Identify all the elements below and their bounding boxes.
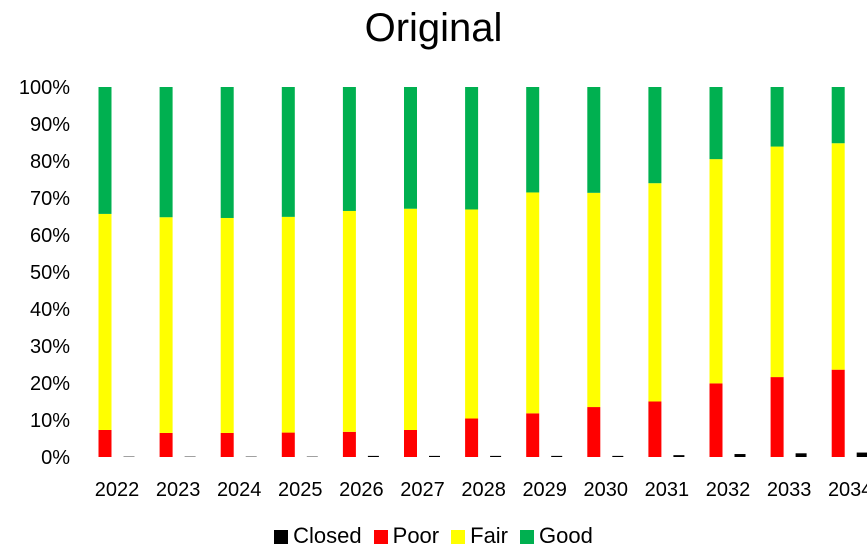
bar-closed-2034 <box>856 452 867 457</box>
bar-good-2033 <box>770 87 784 147</box>
bar-poor-2028 <box>465 418 479 457</box>
y-tick-label: 30% <box>30 336 70 358</box>
bar-poor-2024 <box>220 432 234 457</box>
chart-title: Original <box>364 6 503 50</box>
legend-swatch <box>520 530 535 544</box>
bar-closed-2029 <box>551 455 563 457</box>
bar-poor-2033 <box>770 377 784 457</box>
legend-label: Fair <box>470 523 509 548</box>
bar-good-2023 <box>159 87 173 218</box>
bar-fair-2027 <box>404 208 417 430</box>
bar-good-2027 <box>404 87 417 209</box>
bar-closed-2031 <box>673 455 685 457</box>
legend-label: Closed <box>293 523 362 548</box>
bar-poor-2025 <box>281 432 295 457</box>
bar-closed-2027 <box>429 455 440 457</box>
bar-fair-2029 <box>526 192 540 414</box>
bar-poor-2034 <box>831 369 845 457</box>
x-tick-label: 2025 <box>278 479 323 501</box>
bar-fair-2034 <box>831 143 845 370</box>
y-tick-label: 80% <box>30 151 70 173</box>
y-tick-label: 10% <box>30 410 70 432</box>
bar-good-2022 <box>98 87 112 214</box>
bars <box>98 87 867 457</box>
bar-good-2025 <box>281 87 295 217</box>
bar-good-2034 <box>831 87 845 144</box>
legend-item-closed: Closed <box>274 521 362 551</box>
bar-fair-2022 <box>98 213 112 430</box>
bar-good-2029 <box>526 87 540 193</box>
bar-closed-2028 <box>490 455 502 457</box>
bar-poor-2030 <box>587 407 601 457</box>
legend-swatch <box>274 530 289 544</box>
bar-poor-2031 <box>648 401 662 457</box>
y-tick-label: 20% <box>30 373 70 395</box>
y-tick-label: 60% <box>30 225 70 247</box>
bar-good-2026 <box>342 87 356 211</box>
x-tick-label: 2022 <box>95 479 140 501</box>
y-axis-tick-labels: 0% 10% 20% 30% 40% 50% 60% 70% 80% 90% 100% <box>19 77 70 469</box>
legend: Closed Poor Fair Good <box>0 521 867 551</box>
y-tick-label: 70% <box>30 188 70 210</box>
y-tick-label: 50% <box>30 262 70 284</box>
x-tick-label: 2034 <box>828 479 867 501</box>
legend-swatch <box>373 530 388 544</box>
x-tick-label: 2024 <box>217 479 262 501</box>
bar-closed-2032 <box>734 454 746 457</box>
bar-good-2024 <box>220 87 234 218</box>
x-axis-tick-labels: 2022 2023 2024 2025 2026 2027 2028 2029 2030 2031… <box>95 479 867 501</box>
bar-poor-2022 <box>98 429 112 457</box>
y-tick-label: 90% <box>30 114 70 136</box>
bar-good-2031 <box>648 87 662 184</box>
x-tick-label: 2023 <box>156 479 201 501</box>
bar-fair-2031 <box>648 183 662 402</box>
legend-item-fair: Fair <box>451 521 508 551</box>
legend-item-poor: Poor <box>373 521 440 551</box>
y-tick-label: 0% <box>41 447 70 469</box>
bar-fair-2026 <box>342 210 356 432</box>
x-tick-label: 2032 <box>706 479 751 501</box>
bar-poor-2029 <box>526 413 540 457</box>
x-tick-label: 2030 <box>584 479 629 501</box>
legend-label: Poor <box>392 523 440 548</box>
bar-poor-2026 <box>342 431 356 457</box>
bar-good-2032 <box>709 87 723 160</box>
bar-poor-2023 <box>159 432 173 457</box>
x-tick-label: 2028 <box>461 479 506 501</box>
x-tick-label: 2033 <box>767 479 812 501</box>
bar-poor-2032 <box>709 383 723 457</box>
bar-closed-2033 <box>795 453 807 457</box>
bar-good-2028 <box>465 87 479 210</box>
x-tick-label: 2026 <box>339 479 384 501</box>
bar-fair-2028 <box>465 209 479 419</box>
bar-poor-2027 <box>404 429 417 457</box>
bar-fair-2025 <box>281 216 295 433</box>
y-tick-label: 40% <box>30 299 70 321</box>
bar-closed-2026 <box>367 455 379 457</box>
y-tick-label: 100% <box>19 77 70 99</box>
bar-closed-2030 <box>612 455 624 457</box>
bar-fair-2023 <box>159 217 173 433</box>
bar-fair-2032 <box>709 159 723 384</box>
bar-good-2030 <box>587 87 601 193</box>
x-tick-label: 2029 <box>522 479 567 501</box>
bar-fair-2024 <box>220 217 234 433</box>
legend-label: Good <box>539 523 593 548</box>
x-tick-label: 2027 <box>400 479 445 501</box>
legend-swatch <box>451 530 466 544</box>
bar-fair-2030 <box>587 192 601 408</box>
bar-fair-2033 <box>770 146 784 378</box>
legend-item-good: Good <box>520 521 593 551</box>
x-tick-label: 2031 <box>645 479 690 501</box>
